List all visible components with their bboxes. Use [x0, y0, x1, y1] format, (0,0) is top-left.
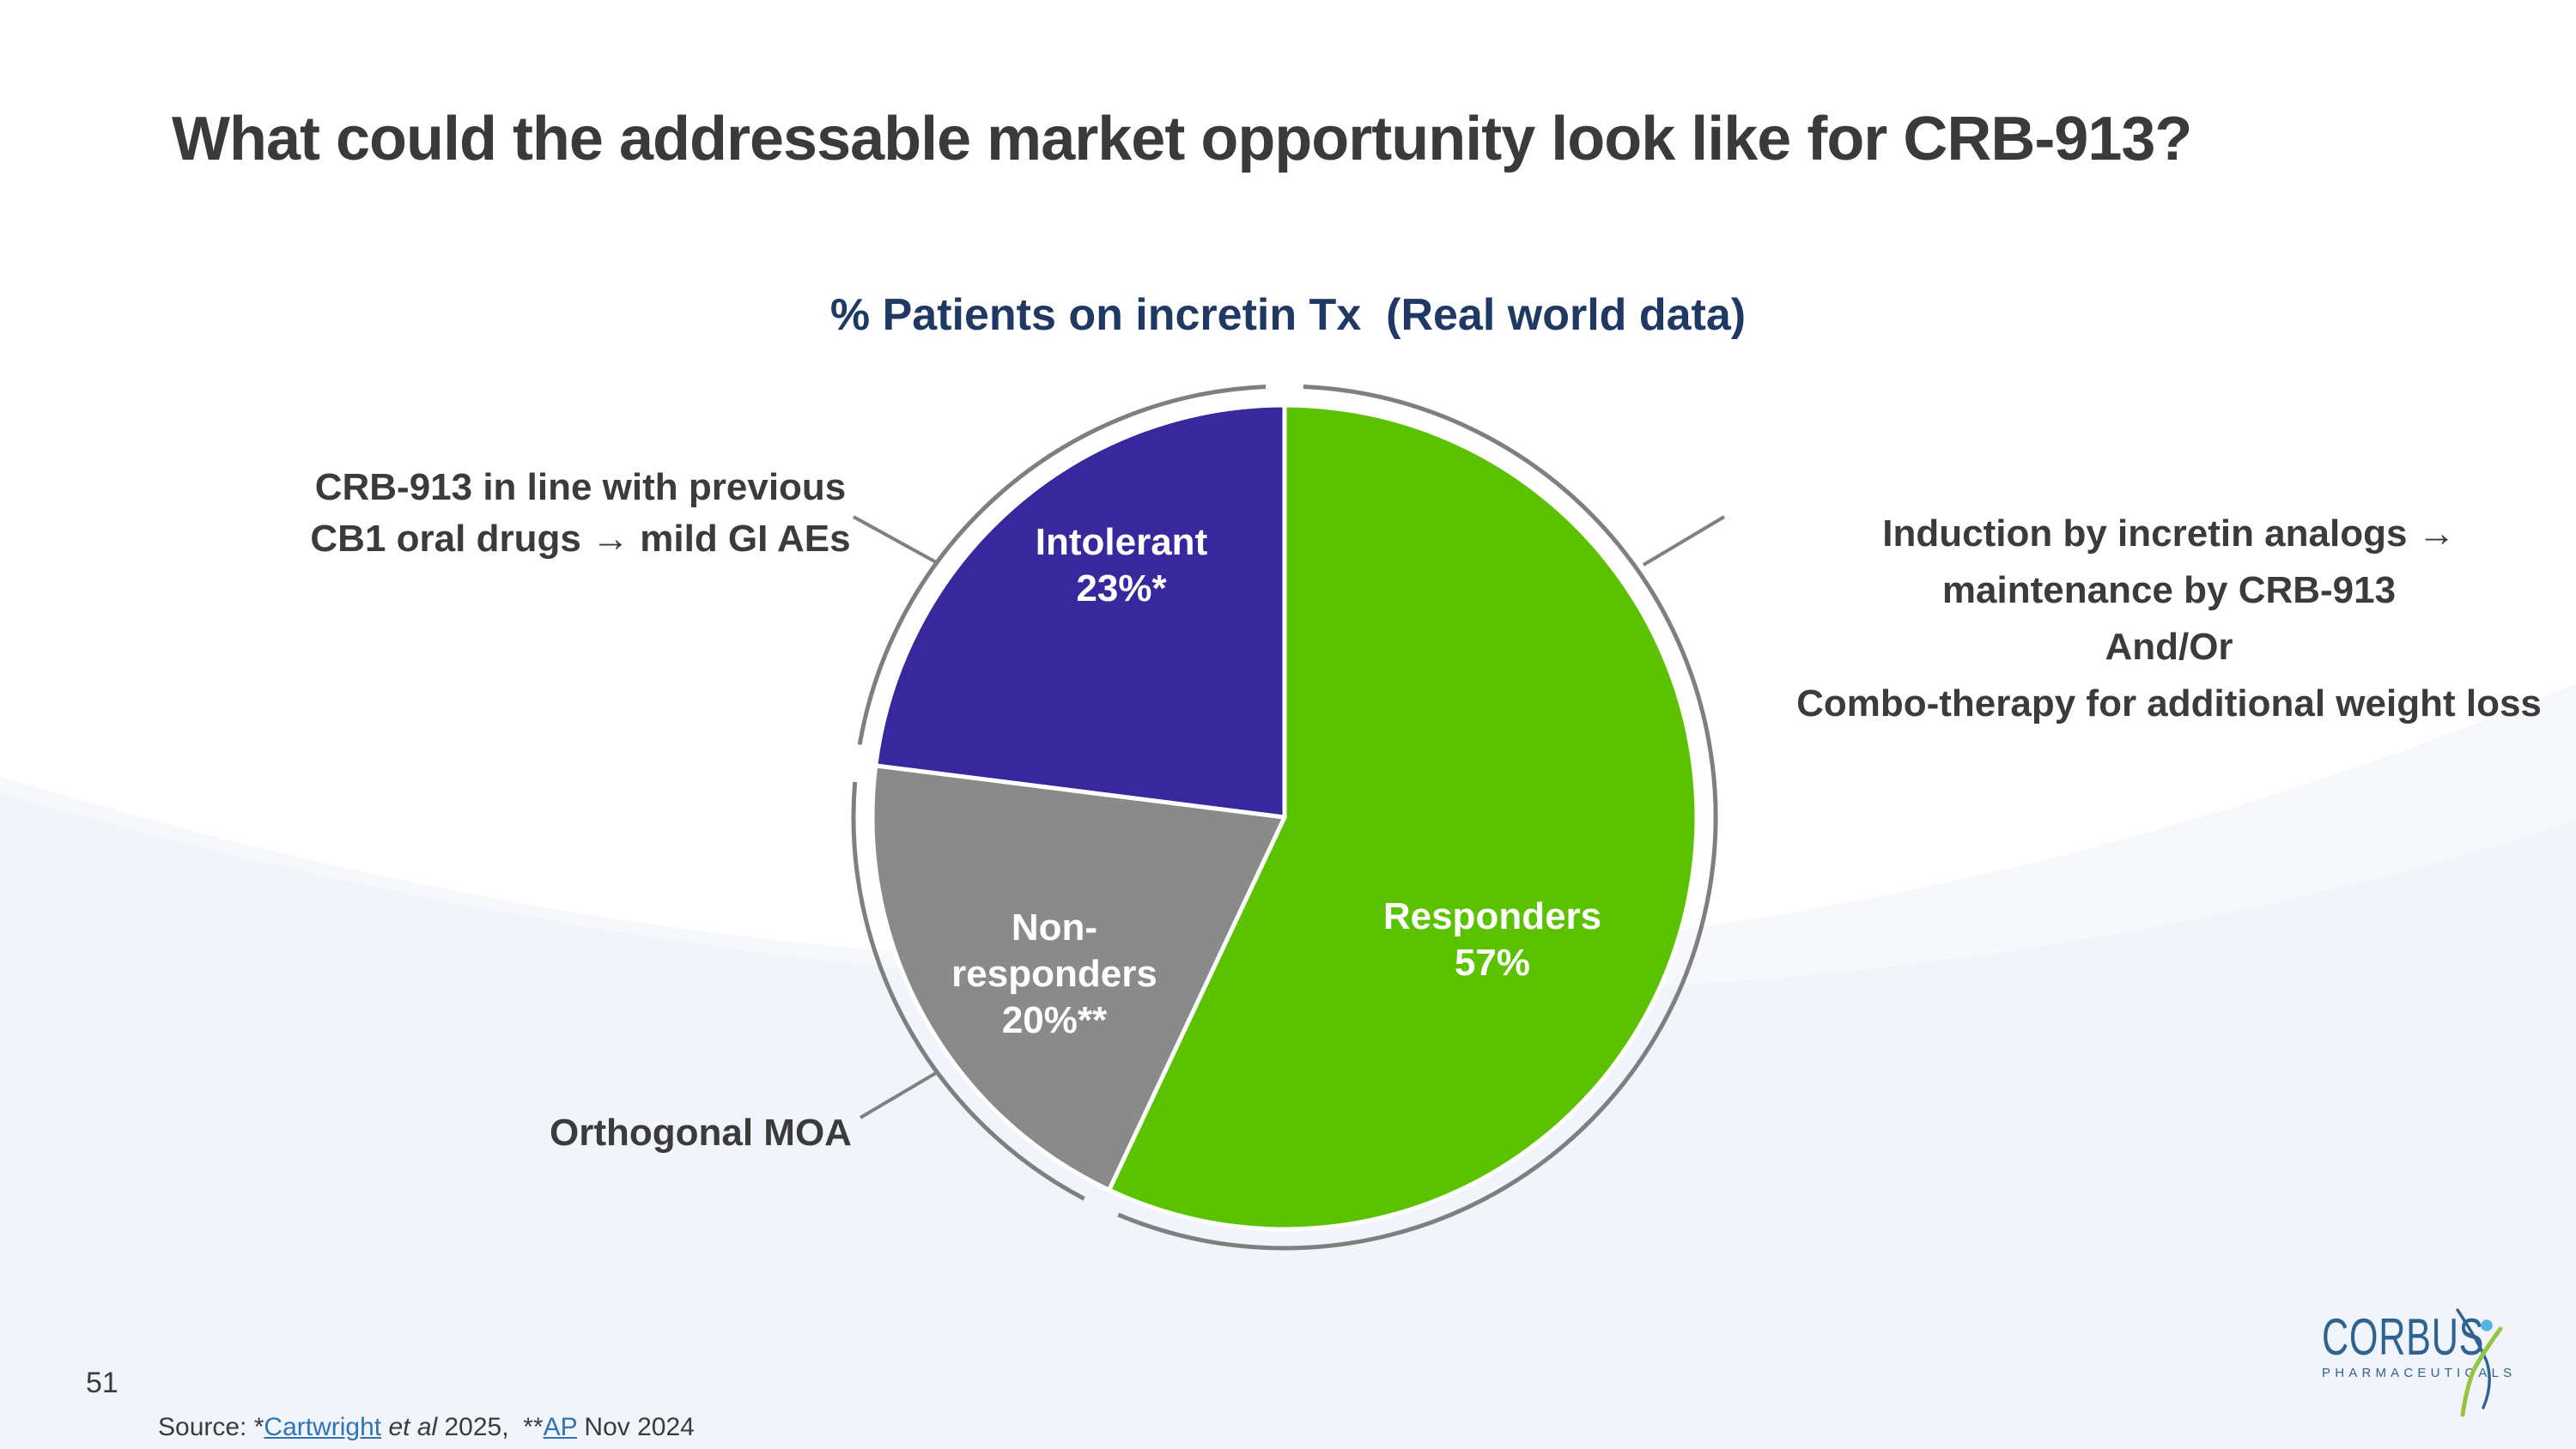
annotation-intolerant-line2: CB1 oral drugs → mild GI AEs — [310, 517, 851, 560]
annotation-responders-line4: Combo-therapy for additional weight loss — [1796, 682, 2542, 724]
annotation-responders-line1: Induction by incretin analogs → — [1882, 512, 2456, 555]
source-link-cartwright[interactable]: Cartwright — [264, 1413, 382, 1442]
annotation-intolerant: CRB-913 in line with previous CB1 oral d… — [237, 462, 924, 565]
source-link-ap[interactable]: AP — [543, 1413, 578, 1442]
annotation-responders: Induction by incretin analogs → maintena… — [1740, 505, 2576, 731]
corbus-logo: CORBUS PHARMACEUTICALS — [2322, 1308, 2545, 1417]
logo-figure-icon — [2456, 1308, 2503, 1417]
slide-title: What could the addressable market opport… — [172, 103, 2192, 173]
source-etal: et al — [381, 1413, 445, 1442]
source-line: Source: *Cartwright et al 2025, **AP Nov… — [158, 1413, 695, 1442]
annotation-intolerant-line1: CRB-913 in line with previous — [314, 465, 847, 508]
logo-subtitle: PHARMACEUTICALS — [2322, 1365, 2517, 1380]
page-number: 51 — [86, 1367, 118, 1399]
annotation-responders-line3: And/Or — [2105, 625, 2233, 668]
annotation-responders-line2: maintenance by CRB-913 — [1941, 568, 2397, 611]
logo-wordmark: CORBUS — [2322, 1310, 2485, 1367]
source-suffix: Nov 2024 — [577, 1413, 695, 1442]
source-prefix: Source: * — [158, 1413, 264, 1442]
chart-title: % Patients on incretin Tx (Real world da… — [829, 288, 1747, 340]
source-mid: 2025, ** — [444, 1413, 544, 1442]
annotation-orthogonal-moa: Orthogonal MOA — [550, 1111, 852, 1154]
